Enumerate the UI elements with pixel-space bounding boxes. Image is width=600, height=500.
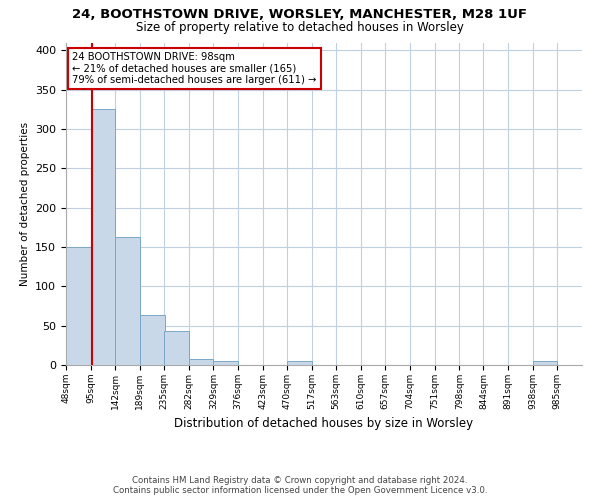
Bar <box>115 237 140 365</box>
Text: Contains HM Land Registry data © Crown copyright and database right 2024.
Contai: Contains HM Land Registry data © Crown c… <box>113 476 487 495</box>
Bar <box>140 316 164 365</box>
Bar <box>189 358 214 365</box>
Bar <box>533 361 557 365</box>
Bar <box>287 361 312 365</box>
X-axis label: Distribution of detached houses by size in Worsley: Distribution of detached houses by size … <box>175 418 473 430</box>
Bar <box>91 110 115 365</box>
Bar <box>214 361 238 365</box>
Text: 24 BOOTHSTOWN DRIVE: 98sqm
← 21% of detached houses are smaller (165)
79% of sem: 24 BOOTHSTOWN DRIVE: 98sqm ← 21% of deta… <box>72 52 317 85</box>
Y-axis label: Number of detached properties: Number of detached properties <box>20 122 29 286</box>
Text: 24, BOOTHSTOWN DRIVE, WORSLEY, MANCHESTER, M28 1UF: 24, BOOTHSTOWN DRIVE, WORSLEY, MANCHESTE… <box>73 8 527 20</box>
Bar <box>164 331 189 365</box>
Bar <box>66 247 91 365</box>
Text: Size of property relative to detached houses in Worsley: Size of property relative to detached ho… <box>136 21 464 34</box>
